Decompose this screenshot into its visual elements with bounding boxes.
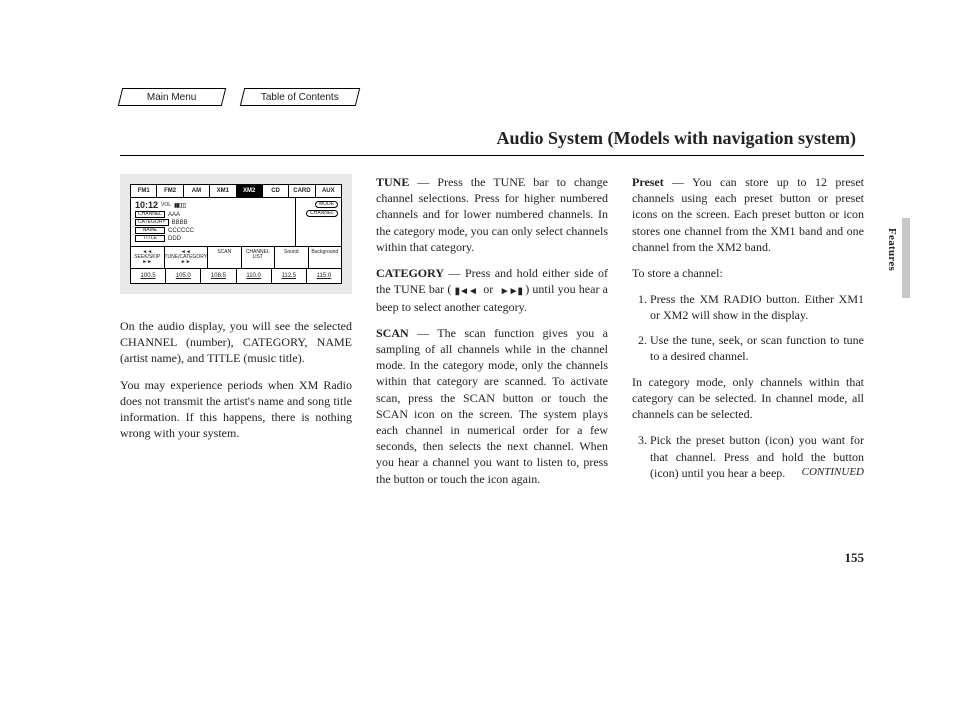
channel-tag: CHANNEL xyxy=(135,211,165,218)
band-fm1: FM1 xyxy=(131,185,157,197)
body-columns: FM1 FM2 AM XM1 XM2 CD CARD AUX 10:12 xyxy=(120,174,864,497)
name-val: CCCCCC xyxy=(168,228,194,234)
col1-para2: You may experience periods when XM Radio… xyxy=(120,377,352,442)
band-aux: AUX xyxy=(316,185,341,197)
sound-btn: Sound xyxy=(275,247,309,268)
band-card: CARD xyxy=(289,185,315,197)
top-nav: Main Menu Table of Contents xyxy=(120,88,864,106)
seek-prev-icon: ▮◄◄ xyxy=(455,285,477,299)
category-note: In category mode, only channels within t… xyxy=(632,374,864,423)
band-xm1: XM1 xyxy=(210,185,236,197)
column-2: TUNE — Press the TUNE bar to change chan… xyxy=(376,174,608,497)
preset-row: 100.5 105.0 108.5 110.0 112.5 115.0 xyxy=(131,269,341,283)
preset-text: — You can store up to 12 preset channels… xyxy=(632,175,864,254)
main-menu-label: Main Menu xyxy=(147,92,196,103)
col1-para1: On the audio display, you will see the s… xyxy=(120,318,352,367)
title-rule xyxy=(120,155,864,156)
preset-5: 112.5 xyxy=(272,269,307,283)
display-illustration: FM1 FM2 AM XM1 XM2 CD CARD AUX 10:12 xyxy=(120,174,352,294)
info-area: 10:12 VOL ▮▮▯▯▯ CHANNEL AAA CATEGORY BBB… xyxy=(131,198,341,247)
main-menu-button[interactable]: Main Menu xyxy=(118,88,226,106)
category-val: BBBB xyxy=(172,220,188,226)
title-val: DDD xyxy=(168,236,181,242)
store-steps-a: Press the XM RADIO button. Either XM1 or… xyxy=(632,291,864,364)
band-xm2: XM2 xyxy=(237,185,263,197)
seek-next-icon: ►►▮ xyxy=(500,285,522,299)
channel-list-btn: CHANNEL LIST xyxy=(242,247,276,268)
scan-text: — The scan function gives you a sampling… xyxy=(376,326,608,486)
tune-category: ◄◄ TUNE/CATEGORY ►► xyxy=(165,247,209,268)
preset-4: 110.0 xyxy=(237,269,272,283)
info-left: 10:12 VOL ▮▮▯▯▯ CHANNEL AAA CATEGORY BBB… xyxy=(131,198,295,246)
scan-para: SCAN — The scan function gives you a sam… xyxy=(376,325,608,487)
preset-para: Preset — You can store up to 12 preset c… xyxy=(632,174,864,255)
toc-label: Table of Contents xyxy=(261,92,339,103)
toc-button[interactable]: Table of Contents xyxy=(240,88,360,106)
scan-btn: SCAN xyxy=(208,247,242,268)
category-tag: CATEGORY xyxy=(135,219,169,226)
tune-label: TUNE xyxy=(376,175,409,189)
clock: 10:12 xyxy=(135,201,158,210)
manual-page: Main Menu Table of Contents Audio System… xyxy=(0,0,954,710)
tune-para: TUNE — Press the TUNE bar to change chan… xyxy=(376,174,608,255)
preset-6: 115.0 xyxy=(307,269,341,283)
vol-label: VOL xyxy=(161,203,171,208)
category-para: CATEGORY — Press and hold either side of… xyxy=(376,265,608,315)
vol-bars: ▮▮▯▯▯ xyxy=(174,203,186,209)
thumb-tab-label: Features xyxy=(886,228,898,271)
column-1: FM1 FM2 AM XM1 XM2 CD CARD AUX 10:12 xyxy=(120,174,352,497)
preset-2: 105.0 xyxy=(166,269,201,283)
step-3: Pick the preset button (icon) you want f… xyxy=(650,432,864,481)
channel-pill: CHANNEL xyxy=(306,210,338,217)
preset-3: 108.5 xyxy=(201,269,236,283)
background-btn: Background xyxy=(309,247,342,268)
band-cd: CD xyxy=(263,185,289,197)
tune-text: — Press the TUNE bar to change channel s… xyxy=(376,175,608,254)
step-2: Use the tune, seek, or scan function to … xyxy=(650,332,864,364)
info-right: MODE CHANNEL xyxy=(295,198,341,246)
scan-label: SCAN xyxy=(376,326,409,340)
column-3: Preset — You can store up to 12 preset c… xyxy=(632,174,864,497)
page-number: 155 xyxy=(845,550,865,566)
page-title: Audio System (Models with navigation sys… xyxy=(120,128,864,149)
thumb-tab-bar xyxy=(902,218,910,298)
title-tag: TITLE xyxy=(135,235,165,242)
band-am: AM xyxy=(184,185,210,197)
control-row: ◄◄ SEEK/SKIP ►► ◄◄ TUNE/CATEGORY ►► SCAN… xyxy=(131,247,341,269)
step-1: Press the XM RADIO button. Either XM1 or… xyxy=(650,291,864,323)
preset-1: 100.5 xyxy=(131,269,166,283)
store-intro: To store a channel: xyxy=(632,265,864,281)
channel-val: AAA xyxy=(168,212,180,218)
preset-label: Preset xyxy=(632,175,664,189)
band-fm2: FM2 xyxy=(157,185,183,197)
seek-skip: ◄◄ SEEK/SKIP ►► xyxy=(131,247,165,268)
store-steps-b: Pick the preset button (icon) you want f… xyxy=(632,432,864,481)
category-label: CATEGORY xyxy=(376,266,444,280)
mode-pill: MODE xyxy=(315,201,338,208)
name-tag: NAME xyxy=(135,227,165,234)
continued-label: CONTINUED xyxy=(802,465,864,480)
display-panel: FM1 FM2 AM XM1 XM2 CD CARD AUX 10:12 xyxy=(130,184,342,284)
band-tabs: FM1 FM2 AM XM1 XM2 CD CARD AUX xyxy=(131,185,341,198)
